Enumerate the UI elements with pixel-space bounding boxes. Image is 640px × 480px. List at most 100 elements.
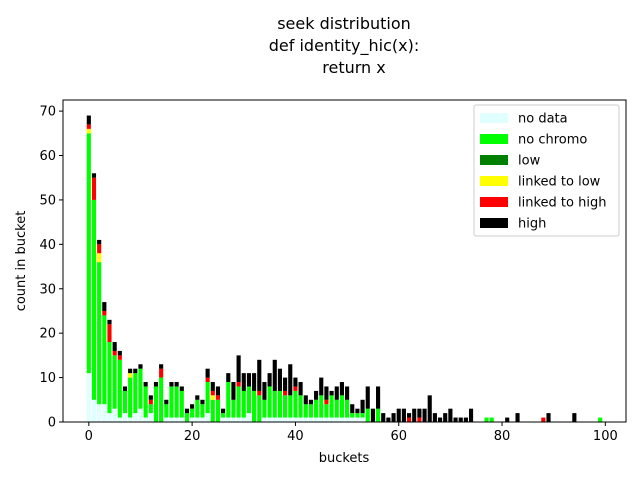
bar-segment-no-data-29 <box>236 417 241 422</box>
bar-segment-linked-to-high-40 <box>293 386 298 391</box>
bar-segment-linked-to-high-46 <box>324 399 329 405</box>
bar-segment-linked-to-high-14 <box>159 368 164 378</box>
bar-segment-no-data-1 <box>91 399 97 422</box>
bar-segment-high-68 <box>437 417 443 422</box>
bar-segment-high-44 <box>314 390 319 400</box>
bar-segment-high-12 <box>148 395 153 400</box>
bar-segment-no-chromo-12 <box>148 404 153 414</box>
legend-label-linked-to-high: linked to high <box>518 196 606 211</box>
bar-segment-no-data-47 <box>329 417 334 422</box>
bar-segment-no-data-27 <box>226 417 231 422</box>
x-tick-label-40: 40 <box>287 429 304 444</box>
bar-segment-high-30 <box>241 373 246 391</box>
bar-segment-no-chromo-10 <box>138 368 143 409</box>
bar-segment-no-data-23 <box>205 413 210 422</box>
x-tick-label-0: 0 <box>85 429 93 444</box>
bar-segment-no-data-22 <box>200 417 205 422</box>
y-axis-ticks: 0 10 20 30 40 50 60 70 <box>39 105 63 431</box>
bar-segment-no-data-4 <box>107 413 112 422</box>
legend-frame <box>473 104 620 237</box>
y-axis-label: count in bucket <box>14 211 29 312</box>
bar-segment-high-10 <box>138 364 143 369</box>
bar-segment-linked-to-high-12 <box>148 399 153 405</box>
bar-segment-no-chromo-7 <box>122 390 128 414</box>
bar-segment-high-66 <box>427 395 432 422</box>
bar-segment-high-35 <box>267 373 272 387</box>
bar-segment-no-data-44 <box>314 417 319 422</box>
bar-segment-no-chromo-9 <box>133 373 138 414</box>
bar-segment-no-data-31 <box>246 413 252 422</box>
bar-segment-no-data-53 <box>360 417 365 422</box>
bar-segment-high-89 <box>546 413 551 422</box>
bar-segment-high-64 <box>417 408 422 418</box>
bar-segment-linked-to-high-38 <box>283 390 288 396</box>
bar-segment-linked-to-low-0 <box>86 128 91 134</box>
bar-segment-no-chromo-38 <box>283 395 288 418</box>
bar-segment-high-32 <box>252 373 257 391</box>
bar-segment-no-chromo-49 <box>339 395 344 418</box>
bar-segment-no-chromo-33 <box>257 395 262 422</box>
bar-segment-no-data-8 <box>128 417 133 422</box>
bar-segment-no-chromo-44 <box>314 399 319 418</box>
bar-segment-high-11 <box>143 382 148 387</box>
bar-segment-no-chromo-13 <box>153 386 159 422</box>
bar-segment-no-data-18 <box>179 417 184 422</box>
bar-segment-high-50 <box>345 386 350 400</box>
bar-segment-linked-to-high-24 <box>210 390 215 396</box>
bar-segment-high-19 <box>184 408 190 414</box>
bar-segment-no-chromo-37 <box>277 390 282 418</box>
bar-segment-no-chromo-99 <box>598 417 603 422</box>
bar-segment-no-chromo-21 <box>195 399 200 418</box>
bar-segment-no-data-30 <box>241 417 246 422</box>
bar-segment-high-57 <box>381 413 386 422</box>
legend-swatch-high <box>480 218 508 228</box>
bar-segment-no-data-0 <box>86 373 91 422</box>
chart-title: seek distribution def identity_hic(x): r… <box>269 14 420 77</box>
bar-area <box>86 115 603 422</box>
bar-segment-linked-to-high-2 <box>97 244 102 254</box>
bar-segment-no-chromo-42 <box>303 404 308 418</box>
bar-segment-linked-to-high-62 <box>407 417 412 422</box>
bar-segment-linked-to-high-1 <box>91 177 97 200</box>
bar-segment-no-chromo-54 <box>365 408 370 422</box>
y-tick-label-40: 40 <box>39 238 56 253</box>
bar-segment-no-data-40 <box>293 417 298 422</box>
bar-segment-linked-to-low-2 <box>97 253 102 263</box>
bar-segment-no-chromo-0 <box>86 133 91 374</box>
bar-segment-no-chromo-23 <box>205 382 210 414</box>
bar-segment-no-chromo-27 <box>226 382 231 418</box>
bar-segment-high-13 <box>153 382 159 387</box>
bar-segment-high-51 <box>350 404 355 414</box>
bar-segment-no-data-37 <box>277 417 282 422</box>
bar-segment-no-chromo-14 <box>159 377 164 422</box>
bar-segment-no-data-52 <box>355 417 360 422</box>
bar-segment-high-2 <box>97 239 102 245</box>
y-tick-label-20: 20 <box>39 327 56 342</box>
bar-segment-linked-to-high-64 <box>417 417 422 422</box>
bar-segment-high-38 <box>283 377 288 391</box>
bar-segment-no-data-49 <box>339 417 344 422</box>
bar-segment-no-data-39 <box>288 417 293 422</box>
bar-segment-no-chromo-1 <box>91 199 97 400</box>
bar-segment-high-22 <box>200 399 205 405</box>
bar-segment-linked-to-high-4 <box>107 324 112 343</box>
bar-segment-high-59 <box>391 413 396 422</box>
bar-segment-no-data-43 <box>308 417 313 422</box>
bar-segment-high-21 <box>195 395 200 400</box>
bar-segment-linked-to-high-5 <box>112 350 117 356</box>
bar-segment-high-47 <box>329 390 334 396</box>
bar-segment-no-data-51 <box>350 417 355 422</box>
bar-segment-no-chromo-22 <box>200 404 205 418</box>
bar-segment-no-data-42 <box>303 417 308 422</box>
bar-segment-high-39 <box>288 364 293 396</box>
bar-segment-no-data-7 <box>122 413 128 422</box>
bar-segment-no-chromo-20 <box>190 408 195 418</box>
legend-swatch-low <box>480 155 508 165</box>
bar-segment-high-67 <box>432 413 437 422</box>
bar-segment-no-data-15 <box>164 417 169 422</box>
bar-segment-high-52 <box>355 408 360 414</box>
bar-segment-no-chromo-47 <box>329 395 334 418</box>
bar-segment-no-chromo-19 <box>184 413 190 422</box>
bar-segment-high-43 <box>308 399 313 405</box>
